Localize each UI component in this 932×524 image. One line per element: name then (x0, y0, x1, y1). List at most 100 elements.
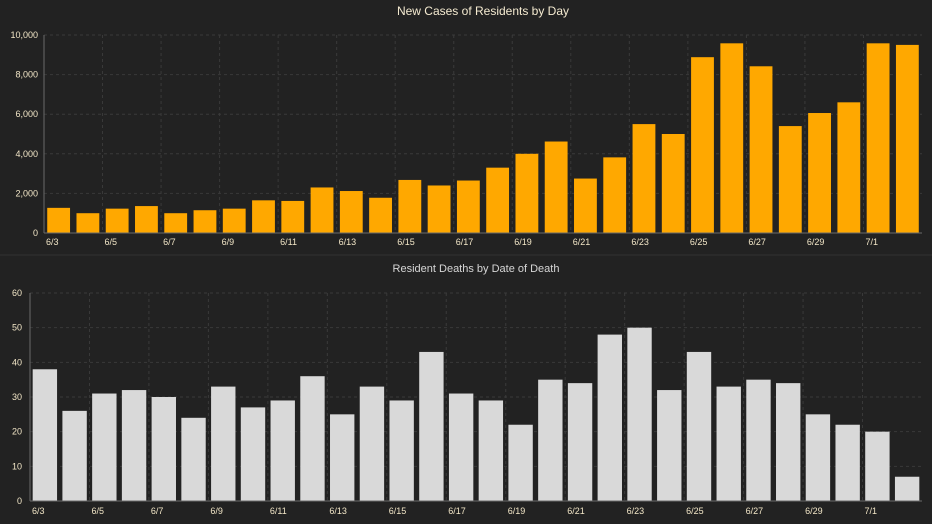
deaths-bar-6-9[interactable] (211, 386, 236, 501)
deaths-bar-6-3[interactable] (32, 369, 58, 501)
cases-y-tick-label: 8,000 (15, 70, 38, 80)
cases-y-tick-label: 4,000 (15, 149, 38, 159)
cases-bar-6-30[interactable] (837, 102, 861, 233)
deaths-x-tick-label: 6/25 (686, 506, 704, 516)
cases-x-tick-label: 6/19 (514, 237, 532, 247)
deaths-bar-6-14[interactable] (359, 386, 385, 501)
cases-bar-7-1[interactable] (866, 43, 890, 233)
cases-bar-6-4[interactable] (76, 213, 100, 233)
cases-bar-6-8[interactable] (193, 210, 217, 233)
cases-x-tick-label: 6/17 (456, 237, 474, 247)
deaths-x-tick-label: 6/19 (508, 506, 526, 516)
deaths-x-tick-label: 6/11 (270, 506, 287, 516)
cases-x-tick-label: 6/3 (46, 237, 59, 247)
cases-bar-6-23[interactable] (632, 124, 656, 233)
cases-bar-6-15[interactable] (398, 179, 422, 233)
cases-y-tick-label: 10,000 (10, 30, 38, 40)
deaths-x-tick-label: 6/3 (32, 506, 45, 516)
deaths-bar-6-8[interactable] (181, 417, 206, 501)
cases-x-tick-label: 6/23 (631, 237, 649, 247)
cases-bar-6-16[interactable] (427, 185, 451, 233)
deaths-x-tick-label: 6/9 (210, 506, 223, 516)
cases-bar-6-3[interactable] (47, 207, 71, 233)
deaths-bar-6-21[interactable] (567, 383, 593, 501)
deaths-x-tick-label: 6/15 (389, 506, 407, 516)
cases-x-tick-label: 6/13 (339, 237, 357, 247)
deaths-bar-6-26[interactable] (716, 386, 741, 501)
cases-x-tick-label: 6/11 (280, 237, 297, 247)
deaths-bar-6-30[interactable] (835, 424, 860, 501)
cases-x-tick-label: 7/1 (865, 237, 878, 247)
deaths-bar-6-17[interactable] (448, 393, 474, 501)
cases-bar-6-13[interactable] (339, 191, 363, 233)
cases-bar-6-10[interactable] (252, 200, 275, 233)
deaths-bar-6-11[interactable] (270, 400, 295, 501)
cases-bar-6-12[interactable] (310, 187, 334, 233)
deaths-bar-6-15[interactable] (389, 400, 414, 501)
deaths-x-tick-label: 6/7 (151, 506, 164, 516)
deaths-bar-6-18[interactable] (478, 400, 504, 501)
deaths-bar-6-16[interactable] (419, 351, 444, 501)
deaths-x-tick-label: 6/21 (567, 506, 585, 516)
deaths-bar-6-25[interactable] (686, 351, 712, 501)
cases-bar-6-22[interactable] (603, 157, 627, 233)
deaths-bar-6-13[interactable] (330, 414, 355, 501)
cases-x-tick-label: 6/29 (807, 237, 825, 247)
cases-bar-6-5[interactable] (105, 208, 129, 233)
deaths-bar-7-1[interactable] (865, 431, 890, 501)
deaths-bar-6-28[interactable] (776, 383, 801, 501)
cases-bar-6-27[interactable] (749, 66, 773, 233)
cases-bar-6-18[interactable] (486, 167, 510, 233)
cases-bar-7-2[interactable] (895, 44, 919, 234)
deaths-bar-6-19[interactable] (508, 424, 533, 501)
deaths-y-tick-label: 60 (12, 288, 22, 298)
deaths-bar-6-27[interactable] (746, 379, 771, 501)
deaths-bar-7-2[interactable] (894, 476, 920, 501)
cases-bar-6-29[interactable] (808, 113, 831, 233)
cases-x-tick-label: 6/15 (397, 237, 415, 247)
deaths-bar-6-10[interactable] (240, 407, 266, 501)
cases-bar-6-20[interactable] (544, 141, 568, 233)
deaths-bar-6-6[interactable] (121, 390, 147, 501)
deaths-bar-6-22[interactable] (597, 334, 622, 501)
cases-y-tick-label: 0 (33, 228, 38, 238)
deaths-bar-6-12[interactable] (300, 376, 325, 501)
deaths-x-tick-label: 7/1 (865, 506, 878, 516)
deaths-x-tick-label: 6/17 (448, 506, 466, 516)
cases-bar-6-9[interactable] (222, 208, 246, 233)
cases-x-tick-label: 6/9 (222, 237, 235, 247)
deaths-bar-6-24[interactable] (657, 390, 682, 501)
deaths-x-tick-label: 6/13 (329, 506, 347, 516)
cases-x-tick-label: 6/5 (105, 237, 118, 247)
cases-chart-title: New Cases of Residents by Day (397, 4, 569, 18)
cases-x-tick-label: 6/27 (748, 237, 766, 247)
deaths-y-tick-label: 40 (12, 357, 22, 367)
deaths-chart-title: Resident Deaths by Date of Death (393, 263, 560, 275)
cases-bar-6-26[interactable] (720, 43, 744, 233)
deaths-x-tick-label: 6/27 (746, 506, 764, 516)
new-cases-chart: New Cases of Residents by Day 0 2,000 4,000… (10, 4, 922, 247)
cases-bar-6-24[interactable] (661, 134, 685, 233)
deaths-bar-6-5[interactable] (92, 393, 117, 501)
cases-bar-6-11[interactable] (281, 200, 305, 233)
cases-bar-6-28[interactable] (778, 126, 802, 233)
cases-bar-6-6[interactable] (135, 206, 158, 233)
cases-bar-6-19[interactable] (515, 153, 539, 233)
cases-bar-6-7[interactable] (164, 213, 188, 233)
cases-bar-6-17[interactable] (456, 180, 480, 233)
deaths-bar-6-4[interactable] (62, 410, 87, 501)
deaths-bar-6-23[interactable] (627, 327, 652, 501)
deaths-y-tick-label: 0 (17, 496, 22, 506)
deaths-y-tick-label: 20 (12, 427, 22, 437)
deaths-bar-6-29[interactable] (805, 414, 831, 501)
cases-bar-6-21[interactable] (574, 178, 597, 233)
deaths-bar-6-20[interactable] (538, 379, 563, 501)
deaths-bar-6-7[interactable] (151, 397, 176, 501)
cases-y-tick-label: 2,000 (15, 188, 38, 198)
cases-bar-6-25[interactable] (691, 57, 714, 234)
deaths-x-tick-label: 6/23 (627, 506, 645, 516)
cases-x-tick-label: 6/21 (573, 237, 591, 247)
cases-bar-6-14[interactable] (369, 197, 392, 233)
